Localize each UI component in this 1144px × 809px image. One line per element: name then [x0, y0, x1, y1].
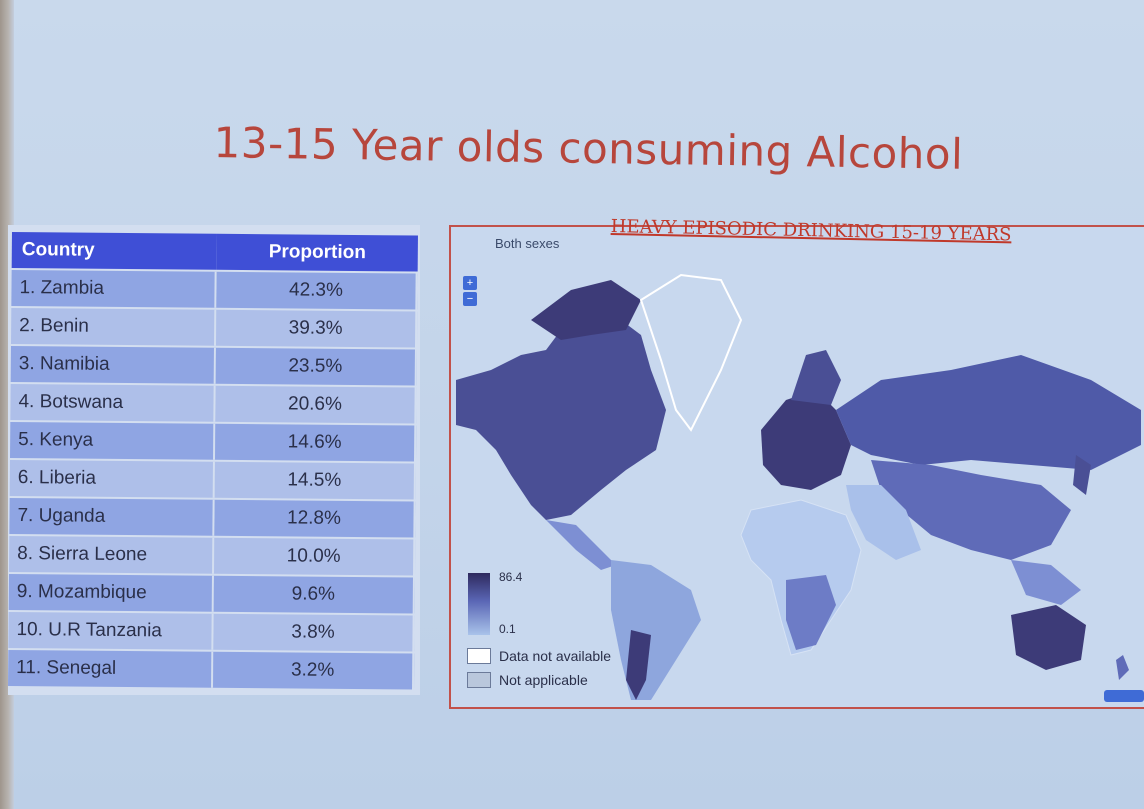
greenland-shape — [639, 273, 743, 432]
world-map — [456, 273, 1141, 700]
table-row: 2. Benin 39.3% — [11, 307, 418, 348]
proportion-cell: 20.6% — [215, 385, 417, 424]
table-row: 1. Zambia 42.3% — [11, 269, 418, 310]
legend-color-scale — [468, 573, 490, 635]
country-cell: 4. Botswana — [10, 383, 216, 422]
column-header-country: Country — [11, 231, 217, 270]
proportion-cell: 12.8% — [214, 499, 416, 538]
europe-shape — [761, 390, 851, 490]
table-row: 7. Uganda 12.8% — [9, 497, 416, 538]
filter-label: Both sexes — [495, 236, 560, 251]
north-america-shape — [456, 315, 666, 520]
proportion-cell: 3.8% — [213, 613, 415, 652]
legend-not-applicable-label: Not applicable — [499, 672, 588, 688]
proportion-cell: 14.5% — [214, 461, 416, 500]
zoom-in-button[interactable]: + — [463, 276, 477, 290]
table-row: 8. Sierra Leone 10.0% — [9, 535, 416, 576]
slide-title: 13-15 Year olds consuming Alcohol — [213, 118, 964, 179]
proportion-cell: 42.3% — [216, 271, 418, 310]
southern-africa-shape — [786, 575, 836, 650]
proportion-cell: 23.5% — [215, 347, 417, 386]
country-cell: 8. Sierra Leone — [9, 535, 215, 574]
country-cell: 7. Uganda — [9, 497, 215, 536]
column-header-proportion: Proportion — [216, 233, 418, 272]
ranking-table-body: 1. Zambia 42.3% 2. Benin 39.3% 3. Namibi… — [8, 269, 418, 690]
new-zealand-shape — [1116, 655, 1129, 680]
table-row: 11. Senegal 3.2% — [8, 649, 415, 690]
country-cell: 9. Mozambique — [8, 573, 214, 612]
australia-shape — [1011, 605, 1086, 670]
table-row: 9. Mozambique 9.6% — [8, 573, 415, 614]
legend-max-label: 86.4 — [499, 570, 523, 584]
proportion-cell: 3.2% — [213, 651, 415, 690]
country-cell: 5. Kenya — [10, 421, 216, 460]
table-row: 10. U.R Tanzania 3.8% — [8, 611, 415, 652]
country-cell: 2. Benin — [11, 307, 217, 346]
map-footer-button[interactable] — [1104, 690, 1144, 702]
ranking-table: Country Proportion 1. Zambia 42.3% 2. Be… — [8, 230, 418, 692]
scandinavia-shape — [791, 350, 841, 405]
southeast-asia-shape — [1011, 560, 1081, 605]
middle-east-shape — [846, 485, 921, 560]
ranking-table-panel: Country Proportion 1. Zambia 42.3% 2. Be… — [8, 225, 420, 695]
proportion-cell: 39.3% — [215, 309, 418, 348]
table-row: 3. Namibia 23.5% — [10, 345, 417, 386]
legend-min-label: 0.1 — [499, 622, 516, 636]
south-america-shape — [611, 560, 701, 700]
canada-islands-shape — [531, 280, 641, 340]
russia-shape — [836, 355, 1141, 470]
japan-shape — [1073, 455, 1091, 495]
central-america-shape — [546, 520, 616, 570]
country-cell: 11. Senegal — [8, 649, 214, 688]
table-row: 4. Botswana 20.6% — [10, 383, 417, 424]
zoom-out-button[interactable]: − — [463, 292, 477, 306]
country-cell: 10. U.R Tanzania — [8, 611, 214, 650]
table-row: 5. Kenya 14.6% — [10, 421, 417, 462]
legend-not-available-label: Data not available — [499, 648, 612, 664]
country-cell: 3. Namibia — [10, 345, 216, 384]
argentina-shape — [626, 630, 651, 700]
asia-shape — [871, 460, 1071, 560]
proportion-cell: 9.6% — [213, 575, 415, 614]
proportion-cell: 14.6% — [215, 423, 417, 462]
legend-not-applicable-swatch — [467, 672, 491, 688]
country-cell: 1. Zambia — [11, 269, 217, 308]
legend-not-available-swatch — [467, 648, 491, 664]
africa-shape — [740, 499, 862, 656]
country-cell: 6. Liberia — [9, 459, 215, 498]
table-row: 6. Liberia 14.5% — [9, 459, 416, 500]
proportion-cell: 10.0% — [214, 537, 416, 576]
